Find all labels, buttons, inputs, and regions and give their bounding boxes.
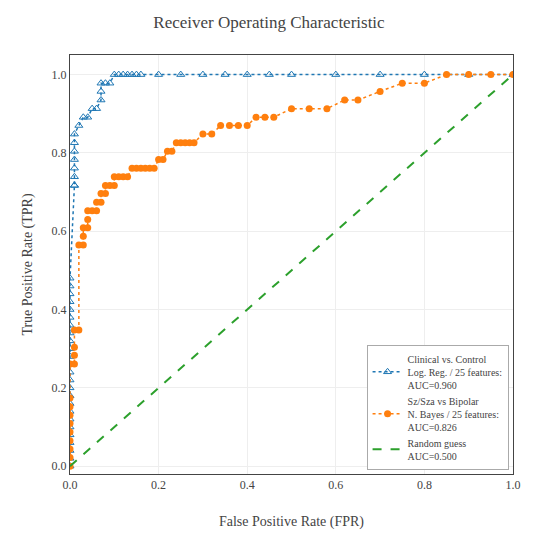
svg-text:True Positive Rate (TPR): True Positive Rate (TPR) bbox=[20, 193, 36, 336]
svg-text:0.0: 0.0 bbox=[63, 478, 78, 492]
svg-text:0.2: 0.2 bbox=[151, 478, 166, 492]
svg-text:0.4: 0.4 bbox=[52, 303, 67, 317]
svg-text:0.2: 0.2 bbox=[52, 381, 67, 395]
svg-text:Receiver Operating Characteris: Receiver Operating Characteristic bbox=[153, 13, 385, 32]
svg-text:1.0: 1.0 bbox=[52, 68, 67, 82]
svg-text:0.8: 0.8 bbox=[52, 146, 67, 160]
svg-text:1.0: 1.0 bbox=[506, 478, 521, 492]
svg-text:Random guessAUC=0.500: Random guessAUC=0.500 bbox=[408, 438, 467, 462]
svg-text:Clinical vs. ControlLog. Reg.: Clinical vs. ControlLog. Reg. / 25 featu… bbox=[408, 354, 502, 391]
svg-text:0.6: 0.6 bbox=[328, 478, 343, 492]
svg-text:Sz/Sza vs BipolarN. Bayes / 25: Sz/Sza vs BipolarN. Bayes / 25 features:… bbox=[408, 396, 499, 433]
svg-text:False Positive Rate (FPR): False Positive Rate (FPR) bbox=[219, 514, 364, 530]
svg-text:0.6: 0.6 bbox=[52, 224, 67, 238]
svg-text:0.8: 0.8 bbox=[417, 478, 432, 492]
svg-text:0.0: 0.0 bbox=[52, 459, 67, 473]
svg-text:0.4: 0.4 bbox=[240, 478, 255, 492]
